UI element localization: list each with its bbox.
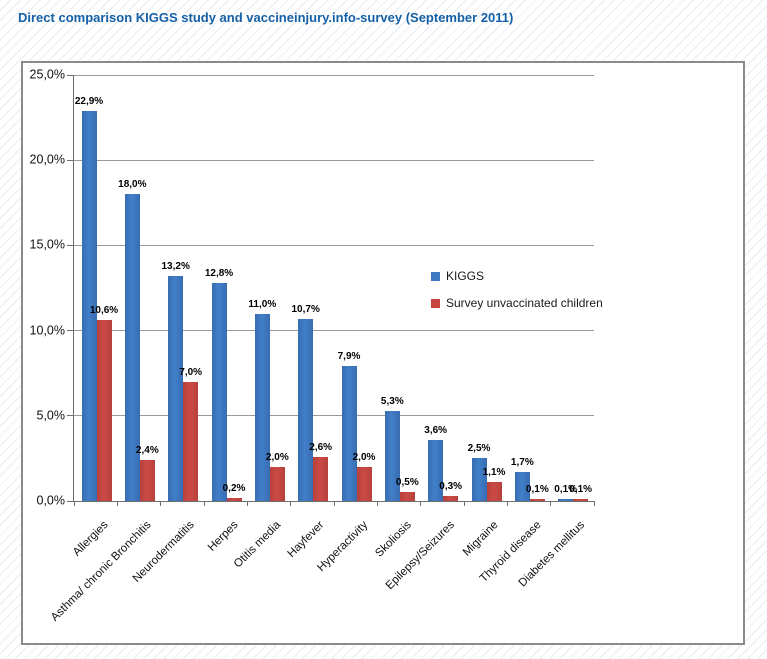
bar-survey bbox=[529, 499, 545, 501]
x-category-label: Herpes bbox=[205, 519, 241, 554]
x-tick bbox=[73, 501, 75, 506]
bar-value-label: 13,2% bbox=[161, 261, 190, 273]
bar-value-label: 0,1% bbox=[569, 484, 593, 496]
x-tick bbox=[376, 501, 378, 506]
y-tick bbox=[67, 159, 73, 161]
y-tick bbox=[67, 244, 73, 246]
bar-value-label: 0,1% bbox=[554, 484, 578, 496]
x-tick bbox=[333, 501, 335, 506]
bar-kiggs bbox=[428, 439, 444, 501]
page-title: Direct comparison KIGGS study and vaccin… bbox=[18, 10, 514, 25]
bar-value-label: 5,3% bbox=[380, 395, 404, 407]
bar-kiggs bbox=[81, 110, 97, 501]
bar-survey bbox=[226, 497, 242, 501]
bar-survey bbox=[183, 381, 199, 501]
legend-item-kiggs: KIGGS bbox=[431, 269, 603, 283]
bar-kiggs bbox=[168, 276, 184, 501]
bar-value-label: 18,0% bbox=[118, 179, 147, 191]
plot-area: 0,0% 5,0% 10,0% 15,0% 20,0% 25,0% 22,9% 18,0% 13… bbox=[30, 68, 595, 624]
legend: KIGGS Survey unvaccinated children bbox=[431, 269, 603, 310]
bar-value-label: 2,5% bbox=[467, 443, 491, 455]
y-tick bbox=[67, 415, 73, 417]
bar-kiggs bbox=[211, 282, 227, 501]
x-category-label: Migraine bbox=[460, 519, 501, 559]
y-gridline bbox=[74, 244, 594, 246]
legend-swatch-survey bbox=[431, 298, 440, 308]
bar-survey bbox=[486, 482, 502, 501]
bar-survey bbox=[96, 320, 112, 501]
bar-value-label: 2,6% bbox=[309, 441, 333, 453]
x-tick bbox=[420, 501, 422, 506]
bar-survey bbox=[313, 456, 329, 501]
bar-value-label: 22,9% bbox=[74, 95, 104, 107]
bar-value-label: 0,3% bbox=[439, 480, 463, 492]
bar-value-label: 2,4% bbox=[135, 445, 159, 457]
bar-survey bbox=[573, 499, 589, 501]
x-tick bbox=[116, 501, 118, 506]
bar-value-label: 0,5% bbox=[395, 477, 419, 489]
x-category-label: Skoliosis bbox=[372, 519, 414, 560]
x-tick bbox=[593, 501, 595, 506]
bar-kiggs bbox=[471, 458, 487, 501]
x-category-label: Allergies bbox=[70, 519, 111, 559]
y-tick-label: 5,0% bbox=[36, 408, 66, 423]
bar-kiggs bbox=[341, 366, 357, 501]
y-tick bbox=[67, 74, 73, 76]
chart-container: 0,0% 5,0% 10,0% 15,0% 20,0% 25,0% 22,9% 18,0% 13… bbox=[21, 61, 745, 645]
bar-value-label: 1,1% bbox=[482, 467, 506, 479]
bar-survey bbox=[443, 495, 459, 501]
legend-swatch-kiggs bbox=[431, 271, 440, 281]
y-tick-label: 25,0% bbox=[29, 67, 65, 82]
y-tick-label: 10,0% bbox=[29, 323, 65, 338]
bar-value-label: 12,8% bbox=[204, 267, 234, 279]
bar-kiggs bbox=[514, 472, 530, 501]
bar-kiggs bbox=[558, 499, 574, 501]
bar-survey bbox=[356, 466, 372, 501]
y-gridline bbox=[74, 330, 594, 332]
bar-value-label: 1,7% bbox=[510, 457, 534, 469]
y-tick bbox=[67, 330, 73, 332]
bar-value-label: 11,0% bbox=[248, 298, 277, 310]
y-tick-label: 0,0% bbox=[36, 493, 66, 508]
legend-label-survey: Survey unvaccinated children bbox=[446, 296, 603, 310]
x-tick bbox=[550, 501, 552, 506]
bar-value-label: 7,0% bbox=[179, 366, 203, 378]
bar-kiggs bbox=[124, 194, 140, 501]
bar-value-label: 10,6% bbox=[89, 305, 119, 317]
y-gridline bbox=[74, 415, 594, 417]
bar-value-label: 0,1% bbox=[525, 484, 549, 496]
bar-kiggs bbox=[254, 313, 270, 501]
bar-kiggs bbox=[298, 318, 314, 501]
x-tick bbox=[463, 501, 465, 506]
bar-survey bbox=[269, 466, 285, 501]
legend-item-survey: Survey unvaccinated children bbox=[431, 296, 603, 310]
y-tick-label: 20,0% bbox=[29, 152, 65, 167]
bar-value-label: 2,0% bbox=[352, 451, 376, 463]
bar-value-label: 3,6% bbox=[424, 424, 448, 436]
x-tick bbox=[203, 501, 205, 506]
bar-value-label: 7,9% bbox=[337, 351, 361, 363]
x-tick bbox=[246, 501, 248, 506]
bar-survey bbox=[399, 492, 415, 501]
legend-label-kiggs: KIGGS bbox=[446, 269, 485, 283]
x-tick bbox=[160, 501, 162, 506]
bar-kiggs bbox=[384, 410, 400, 501]
x-category-label: Hayfever bbox=[285, 519, 327, 561]
bar-value-label: 10,7% bbox=[291, 303, 320, 315]
bar-survey bbox=[139, 460, 155, 501]
x-tick bbox=[290, 501, 292, 506]
y-tick bbox=[67, 500, 73, 502]
bar-value-label: 0,2% bbox=[222, 482, 246, 494]
y-gridline bbox=[74, 74, 594, 76]
y-gridline bbox=[74, 159, 594, 161]
bar-value-label: 2,0% bbox=[265, 451, 289, 463]
y-tick-label: 15,0% bbox=[29, 238, 65, 253]
x-tick bbox=[506, 501, 508, 506]
